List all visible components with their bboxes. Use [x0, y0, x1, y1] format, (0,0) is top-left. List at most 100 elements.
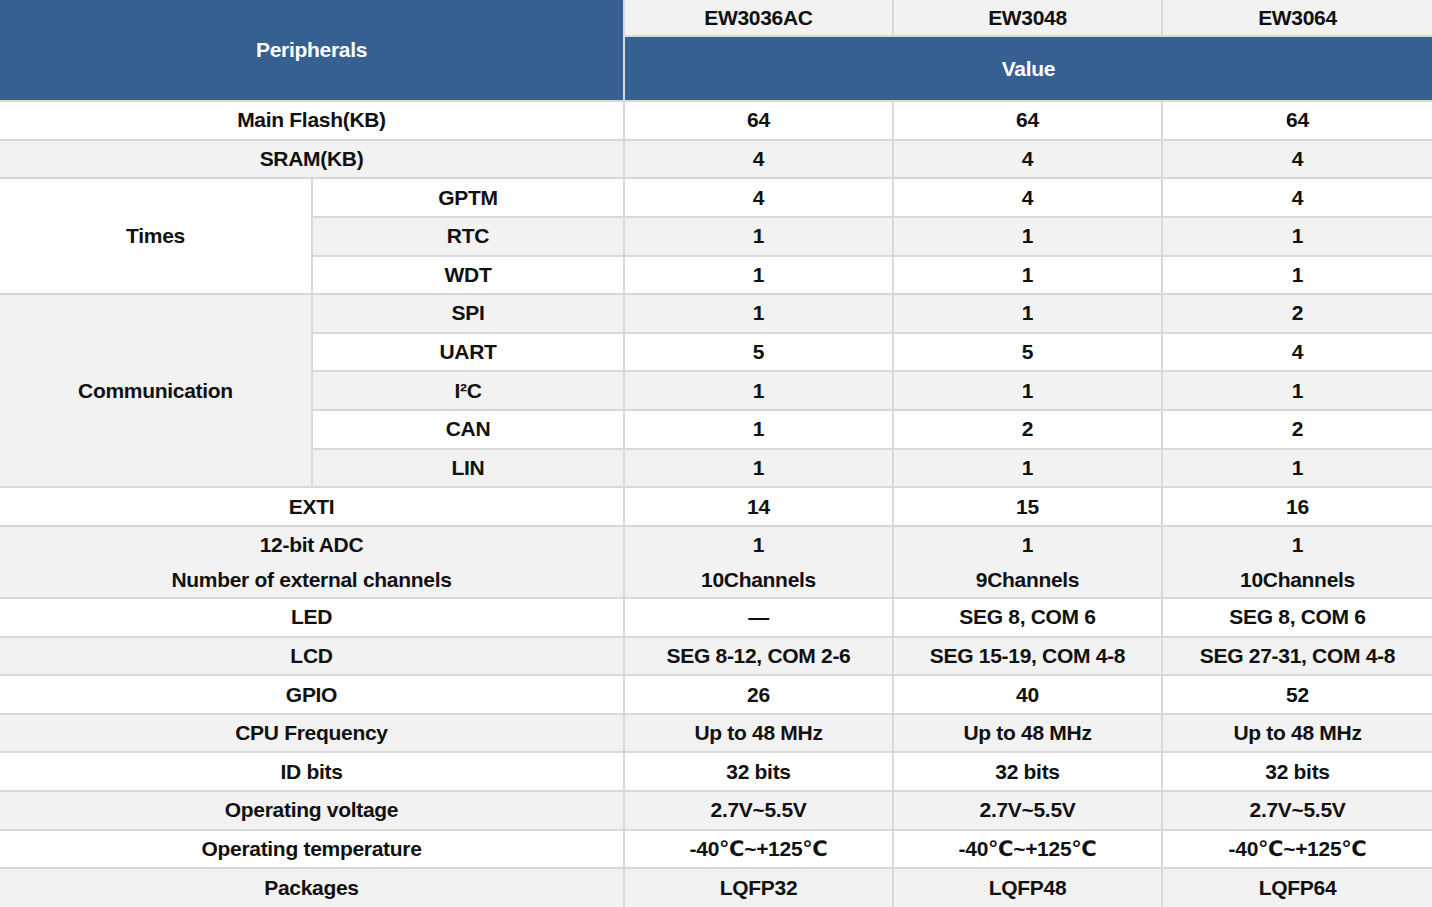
row-label: SPI — [312, 294, 624, 333]
value-cell: 1 10Channels — [624, 526, 893, 598]
value-cell: 1 — [893, 294, 1162, 333]
row-cpu-frequency: CPU Frequency Up to 48 MHz Up to 48 MHz … — [0, 714, 1432, 753]
value-cell: LQFP32 — [624, 868, 893, 907]
row-label: Operating temperature — [0, 830, 624, 869]
row-label: GPTM — [312, 178, 624, 217]
row-main-flash: Main Flash(KB) 64 64 64 — [0, 101, 1432, 140]
value-cell: 2 — [1162, 294, 1432, 333]
row-label: I²C — [312, 371, 624, 410]
row-label: UART — [312, 333, 624, 372]
value-cell: 1 — [624, 217, 893, 256]
value-cell: 4 — [1162, 140, 1432, 179]
row-label: ID bits — [0, 752, 624, 791]
value-cell: 64 — [624, 101, 893, 140]
value-cell: 4 — [624, 140, 893, 179]
value-cell: SEG 8, COM 6 — [1162, 598, 1432, 637]
value-cell: 1 — [893, 371, 1162, 410]
value-cell: 4 — [893, 140, 1162, 179]
value-cell: 1 — [1162, 371, 1432, 410]
value-cell: SEG 8, COM 6 — [893, 598, 1162, 637]
row-gptm: Times GPTM 4 4 4 — [0, 178, 1432, 217]
row-adc: 12-bit ADC Number of external channels 1… — [0, 526, 1432, 598]
value-cell: -40℃~+125℃ — [893, 830, 1162, 869]
value-cell: SEG 8-12, COM 2-6 — [624, 637, 893, 676]
value-cell: 32 bits — [624, 752, 893, 791]
value-cell: 1 — [624, 256, 893, 295]
value-cell: 2.7V~5.5V — [624, 791, 893, 830]
row-label: CPU Frequency — [0, 714, 624, 753]
value-cell: 1 — [893, 256, 1162, 295]
row-packages: Packages LQFP32 LQFP48 LQFP64 — [0, 868, 1432, 907]
row-label: WDT — [312, 256, 624, 295]
value-cell: 1 — [624, 371, 893, 410]
value-cell: 1 9Channels — [893, 526, 1162, 598]
row-label: Packages — [0, 868, 624, 907]
row-label: GPIO — [0, 675, 624, 714]
value-cell: -40℃~+125℃ — [1162, 830, 1432, 869]
value-cell: 5 — [893, 333, 1162, 372]
group-label-communication: Communication — [0, 294, 312, 487]
row-label: Operating voltage — [0, 791, 624, 830]
value-cell: 32 bits — [893, 752, 1162, 791]
value-cell: 32 bits — [1162, 752, 1432, 791]
row-label: CAN — [312, 410, 624, 449]
value-cell: 1 — [893, 217, 1162, 256]
value-cell: Up to 48 MHz — [624, 714, 893, 753]
value-cell: 16 — [1162, 487, 1432, 526]
value-cell: 2.7V~5.5V — [1162, 791, 1432, 830]
row-sram: SRAM(KB) 4 4 4 — [0, 140, 1432, 179]
peripherals-header: Peripherals — [0, 0, 624, 101]
row-label: RTC — [312, 217, 624, 256]
row-lcd: LCD SEG 8-12, COM 2-6 SEG 15-19, COM 4-8… — [0, 637, 1432, 676]
value-cell: 4 — [1162, 178, 1432, 217]
row-label: SRAM(KB) — [0, 140, 624, 179]
row-operating-temperature: Operating temperature -40℃~+125℃ -40℃~+1… — [0, 830, 1432, 869]
value-cell: SEG 27-31, COM 4-8 — [1162, 637, 1432, 676]
value-cell: 1 — [1162, 256, 1432, 295]
value-cell: -40℃~+125℃ — [624, 830, 893, 869]
value-cell: 26 — [624, 675, 893, 714]
value-cell: LQFP64 — [1162, 868, 1432, 907]
row-gpio: GPIO 26 40 52 — [0, 675, 1432, 714]
value-cell: 1 10Channels — [1162, 526, 1432, 598]
row-label: Main Flash(KB) — [0, 101, 624, 140]
product-header-ew3048: EW3048 — [893, 0, 1162, 36]
value-cell: 1 — [624, 410, 893, 449]
value-cell: Up to 48 MHz — [1162, 714, 1432, 753]
product-header-ew3036ac: EW3036AC — [624, 0, 893, 36]
row-label: LED — [0, 598, 624, 637]
value-cell: 1 — [893, 449, 1162, 488]
row-label: EXTI — [0, 487, 624, 526]
value-cell: 40 — [893, 675, 1162, 714]
value-cell: 5 — [624, 333, 893, 372]
value-cell: 4 — [1162, 333, 1432, 372]
row-operating-voltage: Operating voltage 2.7V~5.5V 2.7V~5.5V 2.… — [0, 791, 1432, 830]
value-cell: 1 — [1162, 217, 1432, 256]
peripherals-spec-table: Peripherals EW3036AC EW3048 EW3064 Value… — [0, 0, 1432, 907]
value-cell: SEG 15-19, COM 4-8 — [893, 637, 1162, 676]
value-cell: 4 — [893, 178, 1162, 217]
group-label-times: Times — [0, 178, 312, 294]
value-cell: Up to 48 MHz — [893, 714, 1162, 753]
value-header: Value — [624, 36, 1432, 101]
value-cell: 14 — [624, 487, 893, 526]
value-cell: 52 — [1162, 675, 1432, 714]
value-cell: 4 — [624, 178, 893, 217]
value-cell: 2 — [1162, 410, 1432, 449]
row-label: LCD — [0, 637, 624, 676]
header-row-products: Peripherals EW3036AC EW3048 EW3064 — [0, 0, 1432, 36]
row-led: LED — SEG 8, COM 6 SEG 8, COM 6 — [0, 598, 1432, 637]
row-id-bits: ID bits 32 bits 32 bits 32 bits — [0, 752, 1432, 791]
row-label: LIN — [312, 449, 624, 488]
value-cell: LQFP48 — [893, 868, 1162, 907]
value-cell: 1 — [1162, 449, 1432, 488]
row-label: 12-bit ADC Number of external channels — [0, 526, 624, 598]
value-cell: 2.7V~5.5V — [893, 791, 1162, 830]
value-cell: 15 — [893, 487, 1162, 526]
product-header-ew3064: EW3064 — [1162, 0, 1432, 36]
value-cell: 2 — [893, 410, 1162, 449]
value-cell: 1 — [624, 294, 893, 333]
row-spi: Communication SPI 1 1 2 — [0, 294, 1432, 333]
value-cell: — — [624, 598, 893, 637]
value-cell: 64 — [1162, 101, 1432, 140]
